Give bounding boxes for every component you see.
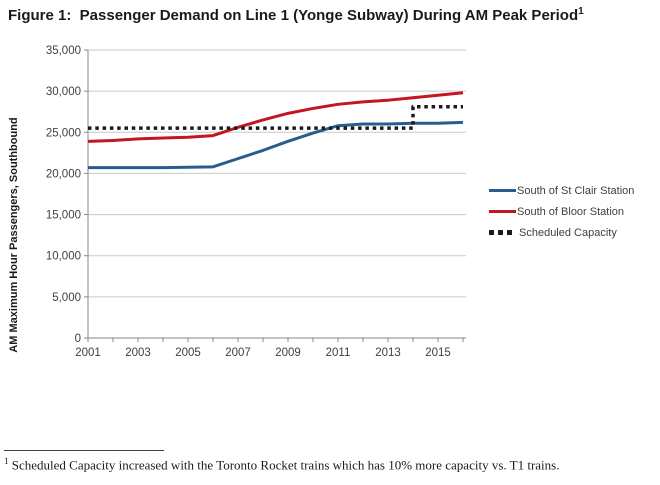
- bloor-line-swatch: [489, 210, 516, 213]
- y-tick-label: 10,000: [46, 251, 81, 263]
- x-tick-label: 2015: [425, 347, 451, 359]
- x-tick-label: 2001: [75, 347, 101, 359]
- y-tick-label: 15,000: [46, 210, 81, 222]
- figure-title: Figure 1: Passenger Demand on Line 1 (Yo…: [8, 6, 584, 24]
- y-tick-label: 25,000: [46, 127, 81, 139]
- legend: South of St Clair Station South of Bloor…: [489, 180, 634, 243]
- y-axis-title: AM Maximum Hour Passengers, Southbound: [8, 117, 20, 353]
- legend-item-capacity: Scheduled Capacity: [489, 222, 634, 243]
- capacity-dotted-swatch: [489, 230, 516, 235]
- y-tick-label: 5,000: [52, 292, 81, 304]
- x-tick-label: 2007: [225, 347, 251, 359]
- figure-title-superscript: 1: [578, 6, 584, 17]
- chart-plot-area: 0 5,000 10,000 15,000 20,000 25,000 30,000 35,0…: [46, 45, 466, 359]
- legend-label: Scheduled Capacity: [519, 226, 617, 239]
- legend-item-bloor: South of Bloor Station: [489, 201, 634, 222]
- figure-title-text: Figure 1: Passenger Demand on Line 1 (Yo…: [8, 7, 579, 24]
- series-line-scheduled-capacity: [88, 105, 463, 130]
- footnote-superscript: 1: [4, 456, 9, 466]
- legend-item-st-clair: South of St Clair Station: [489, 180, 634, 201]
- y-tick-label: 20,000: [46, 168, 81, 180]
- series-line-south-of-bloor-station: [87, 91, 464, 143]
- footnote-text: 1 Scheduled Capacity increased with the …: [4, 456, 654, 473]
- st-clair-line-swatch: [489, 189, 516, 192]
- x-tick-label: 2013: [375, 347, 401, 359]
- series-line-south-of-st-clair-station: [88, 120, 464, 170]
- x-tick-label: 2005: [175, 347, 201, 359]
- demand-chart: 0 5,000 10,000 15,000 20,000 25,000 30,000 35,0…: [0, 40, 490, 370]
- y-tick-label: 30,000: [46, 86, 81, 98]
- footnote-divider: [4, 450, 164, 451]
- x-tick-label: 2009: [275, 347, 301, 359]
- y-tick-label: 35,000: [46, 45, 81, 57]
- x-tick-label: 2003: [125, 347, 151, 359]
- y-tick-label: 0: [75, 333, 81, 345]
- legend-label: South of St Clair Station: [517, 184, 635, 197]
- footnote-body: Scheduled Capacity increased with the To…: [8, 457, 560, 473]
- footnote: 1 Scheduled Capacity increased with the …: [4, 450, 654, 473]
- legend-label: South of Bloor Station: [517, 205, 625, 218]
- x-tick-label: 2011: [326, 347, 351, 359]
